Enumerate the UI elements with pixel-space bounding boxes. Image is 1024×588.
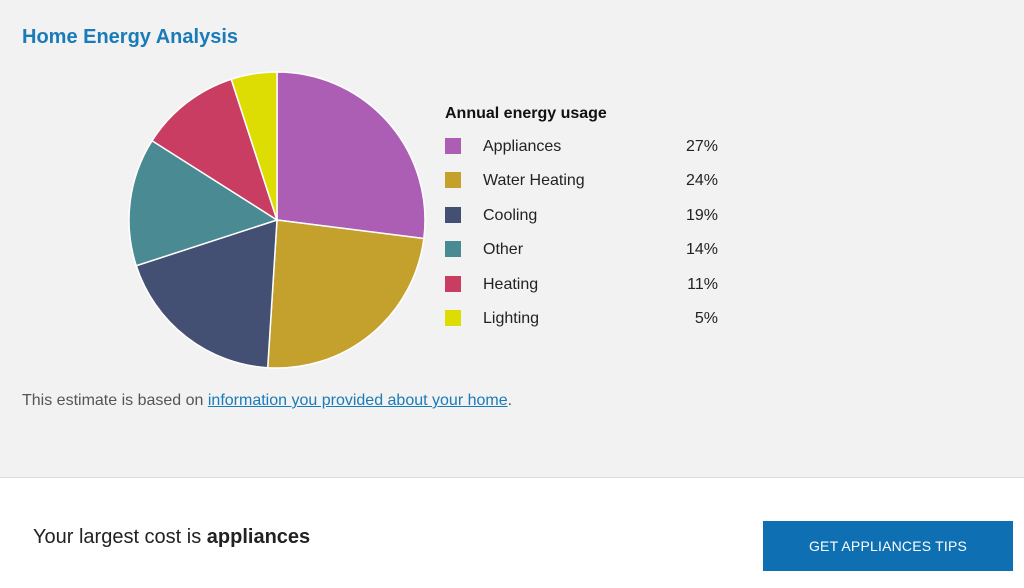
- legend-swatch: [445, 241, 461, 258]
- legend-value: 19%: [685, 206, 718, 224]
- legend-value: 11%: [687, 275, 718, 293]
- legend-value: 5%: [694, 309, 718, 327]
- legend-swatch: [445, 172, 461, 189]
- pie-slice-heating: [151, 78, 279, 222]
- chart-legend: Annual energy usage Appliances 27% Water H…: [445, 104, 725, 343]
- largest-cost-summary: Your largest cost is appliances: [33, 525, 310, 549]
- get-appliances-tips-button[interactable]: GET APPLIANCES TIPS: [763, 521, 1013, 571]
- legend-rows: Appliances 27% Water Heating 24% Cooling 19% O…: [445, 137, 725, 343]
- legend-label: Appliances: [483, 138, 562, 155]
- legend-item-cooling: Cooling 19%: [445, 206, 725, 240]
- legend-value: 24%: [685, 172, 718, 190]
- largest-cost-category: appliances: [206, 526, 311, 548]
- home-info-link[interactable]: information you provided about your home: [207, 392, 508, 409]
- pie-slice-appliances: [276, 71, 426, 240]
- legend-item-other: Other 14%: [445, 240, 725, 274]
- legend-swatch: [445, 206, 461, 223]
- legend-label: Water Heating: [483, 172, 585, 190]
- estimate-note-suffix: .: [507, 392, 513, 409]
- pie-slice-cooling: [135, 218, 278, 369]
- estimate-note-prefix: This estimate is based on: [22, 392, 208, 409]
- legend-item-lighting: Lighting 5%: [445, 309, 725, 343]
- legend-swatch: [445, 309, 461, 326]
- estimate-note: This estimate is based on information yo…: [22, 391, 512, 411]
- legend-swatch: [445, 275, 461, 292]
- legend-label: Other: [483, 241, 524, 259]
- page-title: Home Energy Analysis: [22, 26, 239, 48]
- legend-label: Lighting: [483, 309, 540, 327]
- pie-slice-water-heating: [266, 219, 425, 369]
- legend-value: 14%: [685, 241, 718, 259]
- pie-chart: [128, 71, 426, 369]
- pie-slice-lighting: [230, 71, 278, 221]
- legend-swatch: [445, 138, 461, 154]
- legend-item-appliances: Appliances 27%: [445, 137, 725, 171]
- energy-analysis-panel: Home Energy Analysis Annual energy usage…: [0, 0, 1024, 478]
- pie-slice-other: [128, 139, 279, 267]
- legend-label: Cooling: [483, 206, 538, 224]
- legend-label: Heating: [483, 275, 539, 293]
- pie-chart-svg: [128, 71, 426, 369]
- legend-item-water-heating: Water Heating 24%: [445, 171, 725, 205]
- legend-title: Annual energy usage: [445, 105, 607, 122]
- legend-value: 27%: [685, 138, 718, 155]
- legend-item-heating: Heating 11%: [445, 275, 725, 309]
- largest-cost-prefix: Your largest cost is: [33, 526, 207, 548]
